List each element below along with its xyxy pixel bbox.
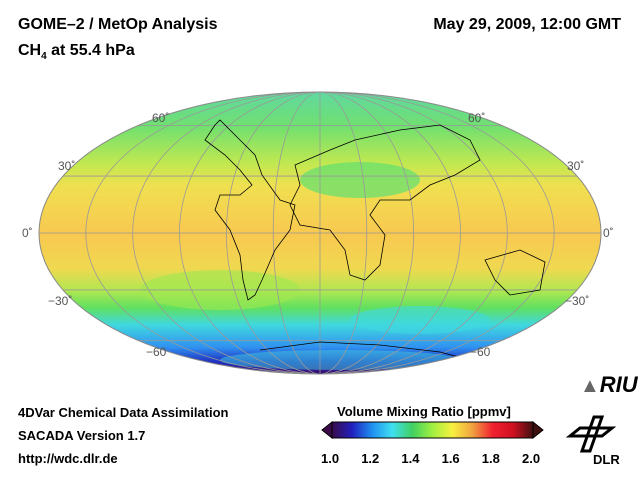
colorbar-tick-label: 1.8 bbox=[481, 451, 500, 466]
colorbar-tick-label: 1.4 bbox=[401, 451, 420, 466]
map-border bbox=[38, 91, 602, 375]
lat-label-left: 30˚ bbox=[58, 159, 76, 173]
footer-line2: SACADA Version 1.7 bbox=[18, 428, 146, 443]
coastlines bbox=[204, 119, 546, 361]
lat-label-left: 0˚ bbox=[22, 226, 33, 240]
meridian-line bbox=[85, 92, 555, 374]
pressure-level: at 55.4 hPa bbox=[46, 42, 135, 59]
colorbar bbox=[321, 420, 544, 440]
lat-label-right: 60˚ bbox=[468, 111, 486, 125]
colorbar-title: Volume Mixing Ratio [ppmv] bbox=[337, 404, 511, 419]
lat-label-left: −30˚ bbox=[48, 294, 73, 308]
riu-logo-text: RIU bbox=[599, 372, 638, 397]
lat-label-right: −60 bbox=[470, 345, 491, 359]
species-name: CH bbox=[18, 42, 42, 59]
species-subscript: 4 bbox=[41, 51, 47, 63]
colorbar-min-arrow bbox=[321, 420, 333, 440]
footer-url[interactable]: http://wdc.dlr.de bbox=[18, 451, 118, 466]
footer-line1: 4DVar Chemical Data Assimilation bbox=[18, 405, 229, 420]
meridian-line bbox=[272, 92, 368, 374]
meridian-line bbox=[225, 92, 415, 374]
lat-label-right: 30˚ bbox=[567, 159, 585, 173]
colorbar-tick-label: 2.0 bbox=[522, 451, 541, 466]
meridian-line bbox=[179, 92, 461, 374]
lat-label-left: −60 bbox=[146, 345, 167, 359]
lat-label-left: 60˚ bbox=[152, 111, 170, 125]
data-field bbox=[39, 92, 601, 374]
colorbar-gradient bbox=[331, 421, 534, 439]
lat-label-right: 0˚ bbox=[603, 226, 614, 240]
meridian-line bbox=[132, 92, 508, 374]
lat-label-right: −30˚ bbox=[565, 294, 590, 308]
colorbar-tick-label: 1.0 bbox=[321, 451, 340, 466]
datetime: May 29, 2009, 12:00 GMT bbox=[433, 16, 621, 33]
dlr-logo-icon bbox=[566, 415, 616, 453]
colorbar-max-arrow bbox=[532, 420, 544, 440]
figure-title: GOME–2 / MetOp Analysis bbox=[18, 16, 218, 33]
colorbar-tick-label: 1.2 bbox=[361, 451, 380, 466]
riu-logo: ▲RIU bbox=[580, 372, 638, 397]
dlr-logo-text: DLR bbox=[593, 452, 620, 467]
colorbar-tick-label: 1.6 bbox=[441, 451, 460, 466]
species-level: CH4 at 55.4 hPa bbox=[18, 42, 135, 62]
